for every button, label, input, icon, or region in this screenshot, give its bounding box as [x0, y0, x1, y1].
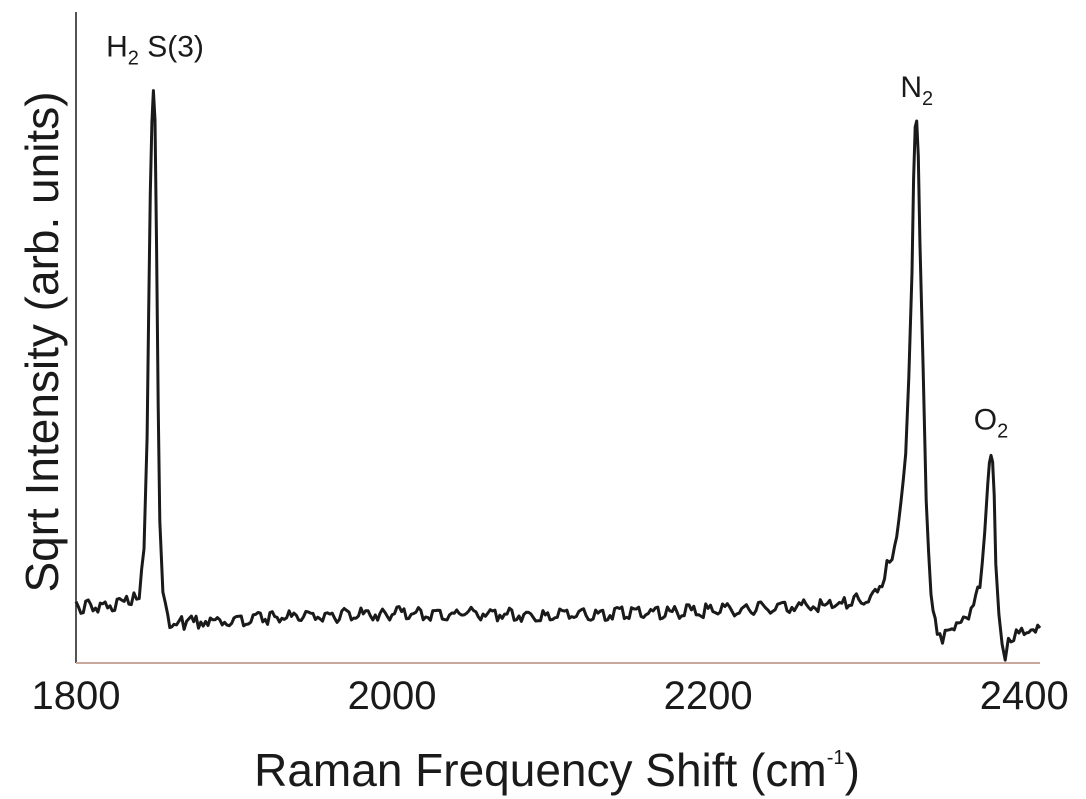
peak-label-subscript: 2: [997, 420, 1008, 442]
x-axis-title-superscript: -1: [827, 747, 845, 769]
x-tick-label: 2400: [980, 674, 1069, 718]
x-tick-label: 1800: [32, 674, 121, 718]
peak-label: H2 S(3): [106, 30, 204, 69]
plot-area: [74, 12, 1042, 664]
peak-label-base: O: [974, 403, 997, 436]
peak-label: N2: [900, 71, 933, 110]
peak-label-tail: S(3): [139, 30, 204, 63]
spectrum-series-line: [74, 89, 1042, 662]
x-axis-title-text: Raman Frequency Shift (cm: [254, 744, 827, 796]
x-tick-label: 2000: [348, 674, 437, 718]
x-tick-labels: 1800 2000 2200 2400: [32, 674, 1069, 718]
x-tick-label: 2200: [664, 674, 753, 718]
x-axis-title: Raman Frequency Shift (cm-1): [254, 744, 860, 796]
y-axis-title: Sqrt Intensity (arb. units): [16, 91, 68, 592]
peak-label-base: H: [106, 30, 128, 63]
x-axis-title-close: ): [845, 744, 860, 796]
peak-label-subscript: 2: [922, 88, 933, 110]
peak-label-base: N: [900, 71, 922, 104]
peak-label-subscript: 2: [128, 47, 139, 69]
peak-label: O2: [974, 403, 1008, 442]
